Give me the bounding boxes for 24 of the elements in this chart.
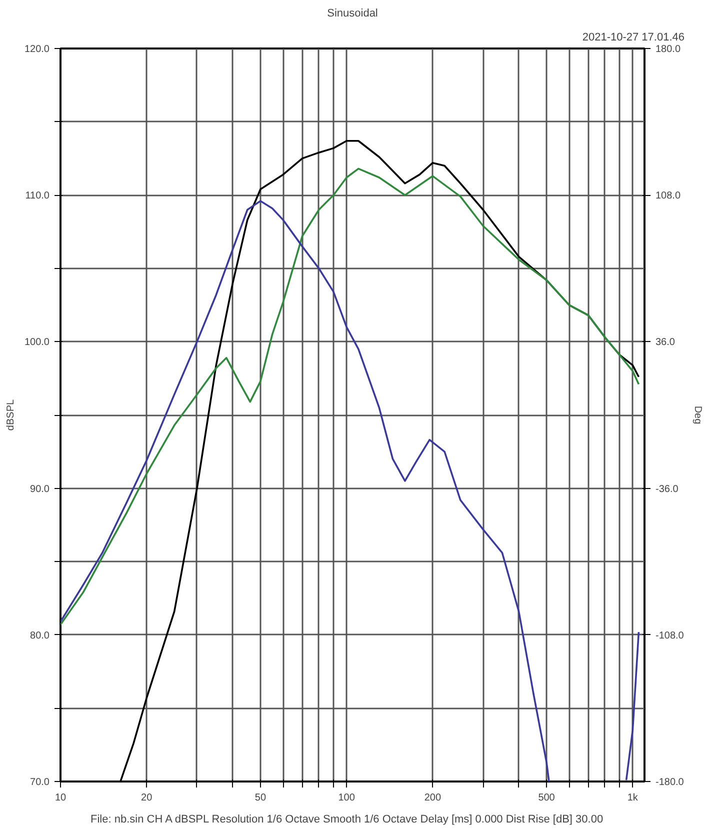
y-tick-label: 70.0 bbox=[30, 777, 50, 788]
y-tick-label: 80.0 bbox=[30, 630, 50, 642]
y-tick-label: 110.0 bbox=[25, 190, 50, 202]
chart-subtitle: 2021-10-27 17.01.46 bbox=[582, 32, 685, 44]
x-tick-label: 500 bbox=[538, 792, 556, 804]
y-tick-label: 100.0 bbox=[24, 337, 50, 348]
y-tick-label: 120.0 bbox=[24, 44, 50, 55]
y-axis-title: dBSPL bbox=[5, 398, 16, 431]
x-tick-label: 50 bbox=[254, 792, 266, 804]
text: File: nb.sin CH A dBSPL Resolution 1/6 Octave Smooth 1/6 Octave Delay [ms] 0.000 Dist Rise [dB] 30.00 bbox=[90, 814, 604, 826]
y2-tick-label: 36.0 bbox=[656, 337, 676, 348]
x-tick-label: 10 bbox=[54, 792, 66, 804]
y2-tick-label: 108.0 bbox=[656, 190, 681, 202]
x-tick-label: 1k bbox=[627, 792, 639, 804]
x-tick-label: 100 bbox=[338, 792, 356, 804]
y2-axis-title: Deg bbox=[692, 406, 703, 424]
y-tick-label: 90.0 bbox=[30, 484, 50, 495]
y2-tick-label: -108.0 bbox=[656, 630, 684, 642]
x-tick-label: 20 bbox=[141, 792, 153, 804]
y2-tick-label: -180.0 bbox=[656, 777, 684, 788]
y2-tick-label: -36.0 bbox=[656, 484, 679, 495]
y2-tick-label: 180.0 bbox=[656, 44, 681, 55]
x-tick-label: 200 bbox=[424, 792, 442, 804]
chart-title: Sinusoidal bbox=[327, 8, 378, 20]
